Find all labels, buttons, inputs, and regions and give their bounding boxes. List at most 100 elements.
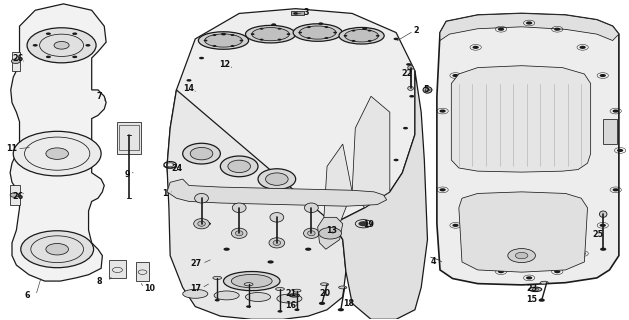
Text: 23: 23 xyxy=(526,284,538,292)
Circle shape xyxy=(498,28,504,31)
Text: 6: 6 xyxy=(25,291,30,300)
Circle shape xyxy=(186,79,191,82)
Circle shape xyxy=(11,59,20,63)
Polygon shape xyxy=(318,217,343,249)
Ellipse shape xyxy=(182,289,208,298)
Circle shape xyxy=(409,95,415,98)
Polygon shape xyxy=(324,144,352,224)
Circle shape xyxy=(554,28,560,31)
Bar xyxy=(119,125,139,150)
Text: 14: 14 xyxy=(182,84,194,93)
Circle shape xyxy=(204,222,211,225)
Circle shape xyxy=(213,34,216,36)
Ellipse shape xyxy=(338,286,347,289)
Circle shape xyxy=(260,28,264,30)
Circle shape xyxy=(204,40,208,42)
Circle shape xyxy=(554,270,560,273)
Circle shape xyxy=(613,188,619,191)
Circle shape xyxy=(246,305,251,308)
Circle shape xyxy=(251,33,255,35)
Circle shape xyxy=(277,28,281,30)
Ellipse shape xyxy=(198,32,248,49)
Ellipse shape xyxy=(293,289,301,292)
Ellipse shape xyxy=(194,194,208,203)
Text: 12: 12 xyxy=(219,60,230,69)
Circle shape xyxy=(231,34,235,36)
Circle shape xyxy=(13,131,101,176)
Circle shape xyxy=(515,252,528,259)
Ellipse shape xyxy=(252,28,289,41)
Circle shape xyxy=(293,12,298,15)
Circle shape xyxy=(271,23,276,26)
Polygon shape xyxy=(167,90,346,319)
Text: 3: 3 xyxy=(304,8,309,17)
Text: 8: 8 xyxy=(97,277,103,286)
Text: 11: 11 xyxy=(6,144,17,153)
Circle shape xyxy=(394,159,399,161)
Circle shape xyxy=(440,188,446,191)
Text: 26: 26 xyxy=(12,53,23,62)
Circle shape xyxy=(403,127,408,129)
Text: 27: 27 xyxy=(191,259,202,268)
Ellipse shape xyxy=(423,87,432,93)
Circle shape xyxy=(54,42,69,49)
Text: 2: 2 xyxy=(414,27,420,36)
Text: 20: 20 xyxy=(320,289,331,298)
Circle shape xyxy=(319,228,342,239)
Circle shape xyxy=(307,26,311,28)
Circle shape xyxy=(526,21,532,25)
Ellipse shape xyxy=(198,221,205,226)
Ellipse shape xyxy=(293,24,342,41)
Circle shape xyxy=(352,30,355,32)
Circle shape xyxy=(333,32,337,34)
Circle shape xyxy=(292,294,297,297)
Ellipse shape xyxy=(223,271,280,291)
Ellipse shape xyxy=(269,238,285,248)
Ellipse shape xyxy=(345,29,379,42)
Circle shape xyxy=(472,252,479,255)
Ellipse shape xyxy=(529,287,542,292)
Ellipse shape xyxy=(339,28,384,44)
Polygon shape xyxy=(167,9,415,233)
Circle shape xyxy=(368,40,372,42)
Ellipse shape xyxy=(213,276,221,279)
Text: 9: 9 xyxy=(125,170,130,179)
Ellipse shape xyxy=(270,212,284,222)
Polygon shape xyxy=(167,179,387,206)
Ellipse shape xyxy=(235,231,243,236)
Ellipse shape xyxy=(204,34,242,47)
Ellipse shape xyxy=(231,228,247,238)
Polygon shape xyxy=(440,13,619,41)
Text: 22: 22 xyxy=(401,69,413,78)
Circle shape xyxy=(376,35,380,37)
Ellipse shape xyxy=(273,240,281,245)
Circle shape xyxy=(343,35,347,37)
Circle shape xyxy=(526,276,532,279)
Circle shape xyxy=(46,148,69,159)
Circle shape xyxy=(240,40,243,42)
Text: 5: 5 xyxy=(424,85,429,94)
Text: 18: 18 xyxy=(343,299,355,308)
Ellipse shape xyxy=(408,66,413,70)
Text: 17: 17 xyxy=(190,284,201,292)
Ellipse shape xyxy=(321,283,328,286)
Circle shape xyxy=(613,109,619,113)
Circle shape xyxy=(305,248,311,251)
Circle shape xyxy=(394,38,399,40)
Circle shape xyxy=(10,193,19,197)
Circle shape xyxy=(338,308,344,311)
Circle shape xyxy=(406,63,411,66)
Circle shape xyxy=(318,22,323,25)
Ellipse shape xyxy=(244,283,253,286)
Ellipse shape xyxy=(214,291,239,300)
Ellipse shape xyxy=(277,294,302,303)
Circle shape xyxy=(579,46,586,49)
Ellipse shape xyxy=(408,86,413,90)
Circle shape xyxy=(267,260,274,264)
Ellipse shape xyxy=(232,203,246,212)
Circle shape xyxy=(72,56,77,58)
Text: 21: 21 xyxy=(285,289,296,298)
Circle shape xyxy=(440,109,446,113)
Circle shape xyxy=(46,244,69,255)
Circle shape xyxy=(27,28,96,63)
